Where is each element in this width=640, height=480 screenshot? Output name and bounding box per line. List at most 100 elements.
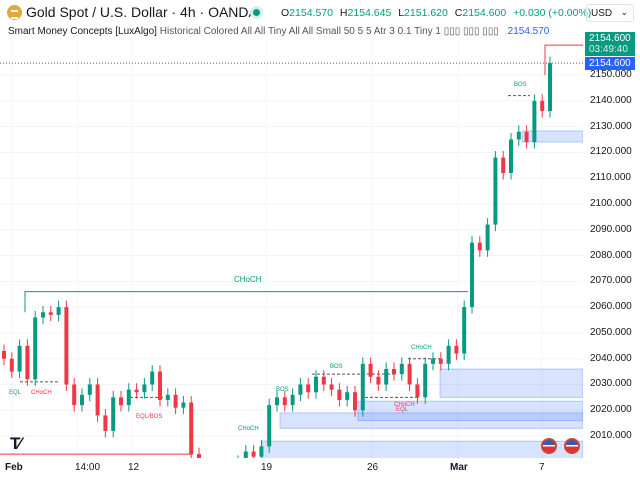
candle-down — [353, 392, 357, 411]
price-axis-label: 2050.000 — [590, 326, 632, 338]
candle-up — [290, 394, 295, 406]
indicator-value: 2154.570 — [507, 26, 550, 37]
smc-label: BOS — [276, 387, 289, 393]
low-label: L — [398, 7, 405, 19]
candle-up — [384, 369, 389, 385]
candle-up — [275, 397, 279, 406]
smc-label: EQL — [396, 407, 409, 413]
price-axis-label: 2020.000 — [590, 404, 632, 416]
candle-down — [9, 358, 14, 372]
time-axis-label: Feb — [5, 462, 23, 473]
indicator-legend[interactable]: Smart Money Concepts [LuxAlgo] Historica… — [8, 26, 549, 37]
smc-label: BOS — [514, 82, 527, 88]
candle-down — [158, 371, 162, 400]
candle-down — [477, 242, 482, 251]
candle-down — [501, 157, 506, 174]
indicator-args: Historical Colored All All Tiny All All … — [159, 26, 499, 37]
bar-countdown: 03:49:40 — [589, 44, 628, 55]
currency-value: USD — [591, 8, 613, 19]
candle-up — [470, 242, 474, 308]
smc-label: EQL/BOS — [136, 414, 163, 420]
price-axis-label: 2140.000 — [590, 94, 632, 106]
choch-line — [24, 291, 468, 313]
candle-down — [415, 384, 420, 398]
candle-down — [197, 454, 201, 458]
price-axis-label: 2040.000 — [590, 352, 632, 364]
smc-label: CHoCH — [234, 275, 262, 284]
price-axis-label: 2070.000 — [590, 275, 632, 287]
candle-down — [376, 376, 381, 385]
time-axis-label: 7 — [539, 462, 545, 473]
candle-up — [485, 224, 490, 251]
candle-up — [423, 363, 428, 398]
candle-up — [165, 394, 170, 400]
order-block-zone — [521, 130, 583, 143]
price-axis-label: 2010.000 — [590, 430, 632, 442]
candle-up — [462, 307, 467, 354]
candle-up — [345, 392, 350, 400]
candle-up — [516, 131, 521, 140]
gold-symbol-icon — [7, 5, 22, 20]
close-label: C — [454, 7, 463, 19]
open-label: O — [281, 7, 290, 19]
candle-down — [454, 345, 459, 354]
smc-label: BOS — [330, 364, 343, 370]
candle-down — [524, 131, 529, 143]
candle-up — [548, 63, 552, 112]
indicator-name: Smart Money Concepts [LuxAlgo] — [8, 26, 157, 37]
price-axis-label: 2120.000 — [590, 146, 632, 158]
candle-up — [243, 451, 248, 458]
candle-up — [360, 363, 365, 411]
high-value: 2154.645 — [347, 7, 392, 19]
candle-down — [251, 451, 256, 457]
crosshair-price: 2154.600 — [589, 58, 631, 69]
candle-up — [181, 402, 186, 408]
time-axis-label: Mar — [450, 462, 468, 473]
smc-label: CHoCH — [394, 402, 415, 408]
tradingview-logo[interactable]: T⁄ — [10, 434, 21, 453]
candle-down — [95, 384, 100, 416]
candle-up — [493, 157, 498, 225]
candle-down — [306, 384, 311, 393]
candle-down — [25, 345, 30, 380]
last-price: 2154.600 — [589, 33, 631, 44]
candle-down — [329, 384, 334, 390]
symbol-title[interactable]: Gold Spot / U.S. Dollar · 4h · OANDA — [26, 4, 258, 20]
candle-up — [17, 345, 22, 372]
candle-down — [407, 363, 412, 385]
smc-label: CHoCH — [31, 390, 52, 396]
candle-up — [142, 384, 147, 393]
open-value: 2154.570 — [289, 7, 333, 19]
plot-area — [0, 40, 583, 477]
close-value: 2154.600 — [462, 7, 507, 19]
chevron-down-icon: ⌄ — [620, 7, 628, 17]
candle-down — [213, 472, 217, 477]
candle-up — [56, 307, 61, 315]
candle-up — [532, 100, 537, 143]
chart-header: Gold Spot / U.S. Dollar · 4h · OANDA O21… — [0, 0, 640, 24]
candle-up — [87, 384, 92, 395]
candle-up — [33, 317, 38, 380]
candle-up — [205, 472, 209, 475]
crosshair-price-badge: 2154.600 — [585, 57, 635, 70]
candle-up — [267, 405, 272, 447]
candle-down — [119, 397, 123, 406]
us-event-icon[interactable] — [564, 438, 580, 454]
order-block-zone — [279, 412, 583, 429]
candle-up — [236, 462, 240, 467]
currency-select[interactable]: USD ⌄ — [586, 4, 634, 22]
price-axis-label: 2030.000 — [590, 378, 632, 390]
candle-down — [134, 389, 139, 393]
price-axis-label: 2110.000 — [590, 172, 631, 184]
candle-down — [368, 363, 373, 377]
change-value: +0.030 (+0.00%) — [513, 7, 592, 19]
candle-up — [41, 312, 45, 318]
order-block-zone — [357, 400, 583, 422]
price-axis-label: 2130.000 — [590, 120, 632, 132]
candle-up — [399, 363, 404, 375]
us-event-icon[interactable] — [541, 438, 557, 454]
market-status-icon[interactable] — [253, 9, 260, 16]
candle-down — [282, 397, 287, 406]
candle-up — [111, 397, 116, 431]
